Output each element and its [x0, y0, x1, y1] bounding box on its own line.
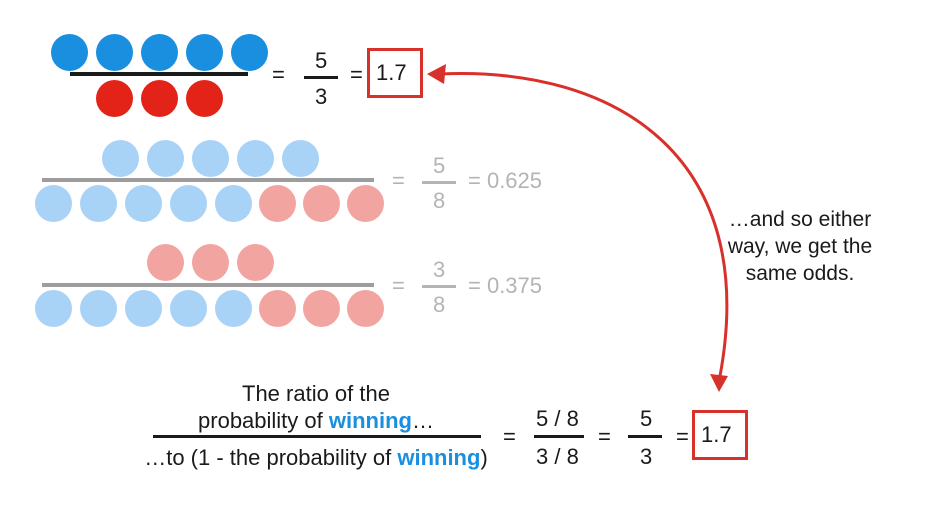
winning-highlight: winning — [328, 408, 412, 433]
bottom-numerator: The ratio of the probability of winning… — [150, 380, 482, 434]
light-blue-circle — [170, 185, 207, 222]
row1-equals: = — [272, 62, 285, 87]
denominator-text: …to (1 - the probability of — [144, 445, 398, 470]
row2-fraction-bar — [42, 178, 374, 182]
light-blue-circle — [80, 185, 117, 222]
row1-result: 1.7 — [376, 60, 407, 85]
bottom-fraction-1-denominator: 3 / 8 — [536, 444, 579, 469]
winning-highlight: winning — [397, 445, 481, 470]
numerator-ellipsis: … — [411, 408, 434, 433]
annotation-line-1: …and so either — [728, 208, 872, 231]
row1-small-fraction-bar — [304, 76, 338, 79]
annotation-line-2: way, we get the — [727, 235, 873, 258]
light-red-circle — [147, 244, 184, 281]
light-blue-circle — [170, 290, 207, 327]
bottom-equals-2: = — [598, 424, 611, 449]
light-blue-circle — [80, 290, 117, 327]
bottom-equals-3: = — [676, 424, 689, 449]
row1-fraction-numerator: 5 — [315, 48, 328, 73]
light-red-circle — [192, 244, 229, 281]
blue-circle — [231, 34, 268, 71]
light-blue-circle — [35, 185, 72, 222]
light-red-circle — [259, 290, 296, 327]
light-blue-circle — [237, 140, 274, 177]
bottom-result-box — [692, 410, 748, 460]
bottom-fraction-2-bar — [628, 435, 662, 438]
row3-fraction-bar — [42, 283, 374, 287]
row2-small-fraction-bar — [422, 181, 456, 184]
row1-fraction-bar — [70, 72, 248, 76]
light-blue-circle — [215, 290, 252, 327]
row2-equals: = — [392, 168, 405, 193]
row2-fraction-numerator: 5 — [433, 153, 446, 178]
light-red-circle — [303, 290, 340, 327]
row1-result-box — [367, 48, 423, 98]
blue-circle — [141, 34, 178, 71]
light-blue-circle — [192, 140, 229, 177]
light-red-circle — [347, 185, 384, 222]
red-circle — [141, 80, 178, 117]
light-red-circle — [259, 185, 296, 222]
light-blue-circle — [147, 140, 184, 177]
row3-fraction-denominator: 8 — [433, 292, 446, 317]
light-blue-circle — [125, 290, 162, 327]
blue-circle — [96, 34, 133, 71]
light-blue-circle — [215, 185, 252, 222]
bottom-result: 1.7 — [701, 422, 732, 447]
bottom-numerator-line-1: The ratio of the — [242, 381, 390, 406]
bottom-equals-1: = — [503, 424, 516, 449]
denominator-close-paren: ) — [480, 445, 488, 470]
light-blue-circle — [102, 140, 139, 177]
blue-circle — [51, 34, 88, 71]
bottom-numerator-line-2: probability of winning… — [150, 407, 482, 434]
row2-fraction-denominator: 8 — [433, 188, 446, 213]
row1-equals-2: = — [350, 62, 363, 87]
light-red-circle — [303, 185, 340, 222]
light-blue-circle — [35, 290, 72, 327]
annotation-line-3: same odds. — [745, 262, 855, 285]
row3-small-fraction-bar — [422, 285, 456, 288]
bottom-fraction-1-numerator: 5 / 8 — [536, 406, 579, 431]
bottom-main-fraction-bar — [153, 435, 481, 438]
row2-result: = 0.625 — [468, 168, 543, 193]
row1-fraction-denominator: 3 — [315, 84, 328, 109]
row3-fraction-numerator: 3 — [433, 257, 446, 282]
row3-result: = 0.375 — [468, 273, 543, 298]
bottom-denominator: …to (1 - the probability of winning) — [110, 444, 522, 471]
row3-equals: = — [392, 273, 405, 298]
light-red-circle — [347, 290, 384, 327]
bottom-fraction-1-bar — [534, 435, 584, 438]
blue-circle — [186, 34, 223, 71]
bottom-fraction-2-denominator: 3 — [640, 444, 653, 469]
red-circle — [96, 80, 133, 117]
annotation: …and so either way, we get the same odds… — [700, 206, 900, 287]
bottom-fraction-2-numerator: 5 — [640, 406, 653, 431]
light-red-circle — [237, 244, 274, 281]
numerator-text: probability of — [198, 408, 329, 433]
red-circle — [186, 80, 223, 117]
light-blue-circle — [125, 185, 162, 222]
light-blue-circle — [282, 140, 319, 177]
